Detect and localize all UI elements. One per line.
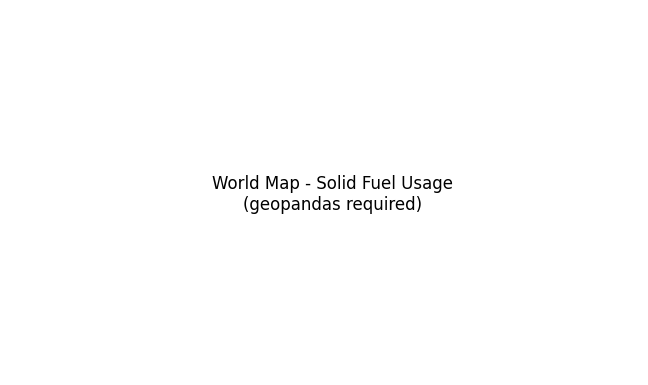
Text: World Map - Solid Fuel Usage
(geopandas required): World Map - Solid Fuel Usage (geopandas … (212, 175, 452, 214)
